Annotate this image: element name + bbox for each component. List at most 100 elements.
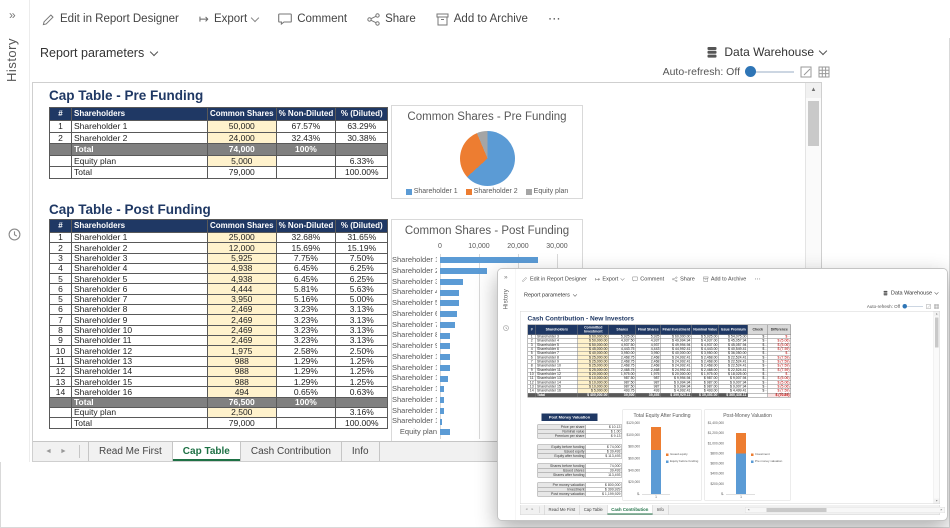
cell: 32.43%	[275, 131, 337, 145]
axis-tick-label: $60,000	[628, 457, 640, 461]
cell: 32.68%	[275, 231, 337, 244]
column-header: Shares	[608, 324, 636, 335]
data-warehouse-dropdown[interactable]: Data Warehouse	[706, 45, 828, 59]
sheet-tab-info[interactable]: Info	[652, 505, 669, 515]
cell: 79,000	[207, 417, 277, 429]
bar-segment	[736, 453, 746, 494]
scroll-up-button[interactable]: ▲	[934, 311, 940, 317]
sidebar-item-history[interactable]: History	[502, 289, 509, 310]
cell: 3.13%	[335, 324, 389, 336]
export-icon: ↦	[198, 12, 209, 26]
cell	[49, 417, 72, 429]
cell: Shareholder 15	[71, 376, 208, 388]
select-cells-icon[interactable]	[800, 66, 812, 78]
sheet-tab-cap-table[interactable]: Cap Table	[171, 442, 240, 461]
tabs-prev-button[interactable]: ◄	[45, 448, 52, 455]
export-button[interactable]: ↦ Export	[595, 276, 625, 283]
cell: $ (70.89)	[767, 392, 791, 398]
cell: 11	[49, 355, 72, 367]
chevron-down-icon	[250, 13, 260, 22]
axis-tick-label: $1,200,000	[707, 431, 724, 436]
post-money-chart-card: Post-Money Valuation $1,400,000 $1,200,00…	[704, 409, 791, 501]
cell: 5.00%	[335, 293, 389, 306]
sheet-tab-cash-contribution[interactable]: Cash Contribution	[239, 442, 341, 461]
share-button[interactable]: Share	[672, 276, 695, 282]
bar	[440, 375, 448, 382]
data-table: # Shareholders Common Shares% Non-Diluted%…	[49, 107, 389, 179]
data-warehouse-dropdown[interactable]: Data Warehouse	[883, 290, 939, 296]
sheet-tab-bar: ◄ ► Read Me First Cap Table Cash Contributio…	[520, 505, 940, 515]
auto-refresh-toggle[interactable]	[902, 304, 923, 309]
sheet-tab-cash-contribution[interactable]: Cash Contribution	[606, 505, 653, 515]
report-parameters-dropdown[interactable]: Report parameters	[524, 292, 577, 298]
x-tick-label: 1	[655, 495, 657, 500]
cell: 3.16%	[335, 407, 389, 419]
cell: 15.19%	[335, 242, 389, 254]
tabs-prev-button[interactable]: ◄	[525, 508, 528, 511]
share-button[interactable]: Share	[367, 12, 416, 26]
history-sidebar: » History	[0, 0, 30, 462]
cell: 2.50%	[335, 345, 389, 357]
scrollbar-track[interactable]	[752, 508, 939, 513]
cell: 1	[49, 120, 72, 133]
legend-label: Investment	[755, 453, 770, 456]
scrollbar-thumb[interactable]	[935, 317, 939, 348]
table-row: Shares after funding 113,493	[537, 472, 622, 478]
more-options-button[interactable]: ⋯	[754, 275, 762, 283]
cell: 1.29%	[275, 376, 337, 388]
cell: Shareholder 12	[71, 345, 208, 357]
add-to-archive-button[interactable]: Add to Archive	[703, 276, 746, 282]
export-button[interactable]: ↦ Export	[198, 12, 260, 26]
table-row: Premium per share $ 9.13	[537, 433, 622, 439]
cell: Total	[71, 396, 208, 409]
table-grid-icon[interactable]	[818, 66, 830, 78]
scroll-right-button[interactable]: ►	[940, 508, 943, 512]
row-label: Post money valuation	[537, 491, 586, 497]
table-row: Equity plan 2,500 3.16%	[49, 407, 389, 419]
sheet-tab-read-me-first[interactable]: Read Me First	[544, 505, 579, 515]
scrollbar-thumb[interactable]	[808, 101, 819, 146]
category-label: Shareholder 13	[392, 384, 437, 393]
scroll-left-button[interactable]: ◄	[747, 508, 750, 512]
table-grid-icon[interactable]	[934, 304, 939, 309]
axis-tick-label: $120,000	[626, 421, 640, 426]
scroll-down-button[interactable]: ▼	[934, 498, 940, 504]
auto-refresh-toggle[interactable]	[745, 66, 794, 77]
cell: 5.81%	[275, 283, 337, 295]
scrollbar-thumb[interactable]	[766, 508, 827, 512]
add-to-archive-button[interactable]: Add to Archive	[436, 13, 528, 26]
scroll-up-button[interactable]: ▲	[806, 83, 821, 98]
legend-marker	[465, 188, 472, 195]
sheet-tab-cap-table[interactable]: Cap Table	[579, 505, 607, 515]
more-options-button[interactable]: ⋯	[547, 11, 562, 26]
cell: Total	[535, 392, 578, 398]
sheet-tab-info[interactable]: Info	[340, 442, 380, 461]
column-header: Issue Premium	[718, 324, 748, 335]
cell: 6.25%	[335, 262, 389, 275]
report-parameters-dropdown[interactable]: Report parameters	[40, 46, 159, 60]
vertical-scrollbar[interactable]: ▲ ▼	[933, 311, 940, 504]
comment-button[interactable]: Comment	[631, 276, 664, 282]
select-cells-icon[interactable]	[926, 304, 931, 309]
tabs-next-button[interactable]: ►	[531, 508, 534, 511]
sheet-tab-read-me-first[interactable]: Read Me First	[88, 442, 172, 461]
cell: 3.23%	[275, 334, 337, 347]
sidebar-expand-button[interactable]: »	[504, 273, 508, 281]
cell: 1.29%	[275, 355, 337, 367]
horizontal-scrollbar[interactable]: ◄ ►	[745, 507, 945, 513]
tabs-next-button[interactable]: ►	[60, 448, 67, 455]
cell: 14	[49, 386, 72, 398]
bar-segment	[736, 433, 746, 454]
comment-button[interactable]: Comment	[278, 13, 347, 25]
sidebar-item-history[interactable]: History	[4, 38, 19, 82]
cell: Shareholder 10	[71, 324, 208, 336]
edit-in-report-designer-button[interactable]: Edit in Report Designer	[42, 13, 179, 26]
bar	[440, 407, 444, 414]
cell	[275, 407, 337, 419]
table-row: 11 Shareholder 13 $ 10,000.00 987.50 987 $ 9,…	[527, 376, 791, 381]
table-row: 10 Shareholder 12 1,975 2.58% 2.50%	[49, 345, 389, 357]
edit-in-report-designer-button[interactable]: Edit in Report Designer	[522, 276, 587, 282]
equity-chart-title: Total Equity After Funding	[633, 413, 691, 419]
sidebar-expand-button[interactable]: »	[9, 8, 16, 22]
